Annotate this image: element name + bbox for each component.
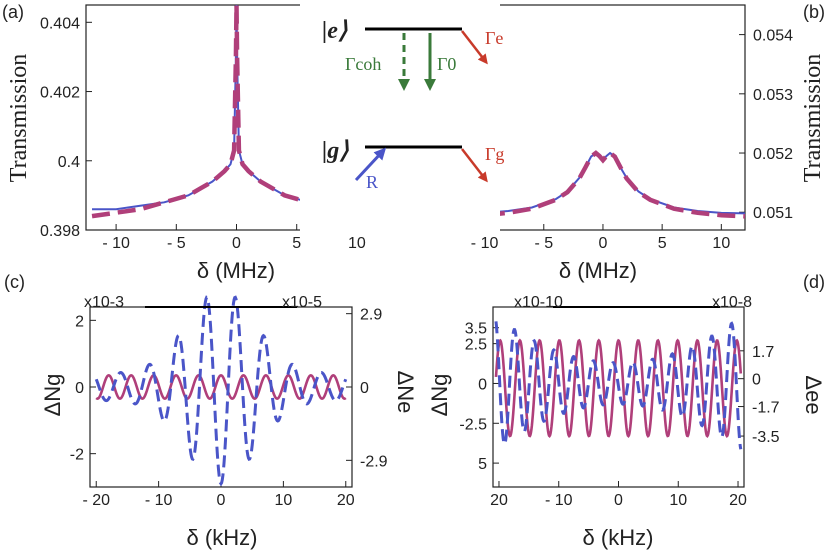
chart-b-ytick-label-right: 0.052 [753,146,793,163]
chart-a-ylabel: Transmission [6,54,32,182]
chart-c-xtick-label: 0 [217,492,226,509]
chart-c-series-dNg [94,295,348,487]
chart-c-ytick-label-right: 0 [360,380,369,397]
chart-a-series-dashed [91,4,382,219]
chart-b-xtick-label: - 10 [471,235,499,252]
chart-c-right-scale: x10-5 [282,294,322,311]
level-diagram: |e⟩ |g⟩ Γcoh Γ0 Γe Γg R [300,3,504,233]
panel-label-d: (d) [803,272,825,292]
chart-c-ytick-label: 0 [75,380,84,397]
panel-label-a: (a) [2,2,24,22]
chart-a-ytick-label: 0.404 [40,15,80,32]
panel-label-b: (b) [803,2,825,22]
chart-c-ylabel-right: ΔNe [393,371,418,414]
gamma-e-arrow [461,30,488,65]
chart-c-xtick-label: - 10 [145,492,173,509]
chart-d-ylabel-right: Δee [801,375,826,414]
chart-d-frame [492,306,745,488]
chart-d-ytick-label-right: -3.5 [752,429,780,446]
gamma-0-label: Γ0 [437,54,456,74]
chart-a-ytick-label: 0.402 [40,85,80,102]
chart-c-left-scale: x10-3 [84,294,124,311]
chart-d-ytick-label: 5 [478,456,487,473]
excited-state-label: |e⟩ [322,18,348,44]
gamma-e-label: Γe [485,28,503,48]
chart-b-ytick-label-right: 0.051 [753,205,793,222]
ground-state-label: |g⟩ [322,138,349,164]
chart-d-left-scale: x10-10 [514,294,563,311]
chart-b-ytick-label-right: 0.053 [753,87,793,104]
chart-a-xlabel: δ (MHz) [197,258,275,283]
chart-d-ylabel-left: ΔNg [427,374,452,417]
chart-c-series-dNe [95,373,347,401]
chart-c: 20-2 2.90-2.9 - 20- 10 0 10 20 x10-3 x10-5 … [40,294,418,550]
chart-c-ytick-label: 2 [75,313,84,330]
chart-d-ytick-label-right: -1.7 [752,400,780,417]
chart-c-ylabel-left: ΔNg [40,374,65,417]
chart-a: 0.398 0.4 0.402 0.404 - 10 - 5 0 5 10 Transmiss… [6,4,382,283]
gamma-g-arrow [461,148,488,183]
chart-b-xtick-label: - 5 [534,235,553,252]
chart-d-xlabel: δ (kHz) [583,525,654,550]
panel-label-c: (c) [4,272,25,292]
chart-d-xtick-label: - 10 [545,492,573,509]
chart-b: 0.051 0.052 0.053 0.054 - 10 - 5 0 5 10 Transmi… [454,4,826,283]
chart-d-ytick-label-right: 0 [752,372,761,389]
gamma-g-label: Γg [485,144,504,164]
chart-a-xtick-label: 10 [348,235,366,252]
chart-b-xlabel: δ (MHz) [559,258,637,283]
chart-b-ylabel: Transmission [800,54,826,182]
chart-d-xtick-label: 20 [729,492,747,509]
chart-a-xtick-label: - 10 [102,235,130,252]
chart-c-ytick-label-right: -2.9 [360,453,388,470]
chart-a-xtick-label: - 5 [167,235,186,252]
chart-a-ytick-label: 0.398 [40,223,80,240]
chart-d-ytick-label: 0 [478,376,487,393]
chart-d: 3.52.5 0 -2.5 5 1.7 0 -1.7 -3.5 20 - 10 0 10 20 x1… [427,294,826,550]
chart-b-xtick-label: 0 [599,235,608,252]
chart-c-xtick-label: 20 [337,492,355,509]
chart-d-xtick-label: 20 [490,492,508,509]
chart-d-ytick-label: 3.5 [465,321,487,338]
chart-a-xtick-label: 5 [292,235,301,252]
chart-d-xtick-label: 10 [669,492,687,509]
pump-label: R [366,172,378,192]
chart-d-series-dNg [494,321,743,450]
chart-d-ytick-label-right: 1.7 [752,344,774,361]
chart-c-xlabel: δ (kHz) [187,525,258,550]
chart-a-xtick-label: 0 [232,235,241,252]
chart-b-series-dashed [460,150,746,219]
chart-b-xtick-label: 10 [712,235,730,252]
chart-d-xtick-label: 0 [614,492,623,509]
chart-c-ytick-label-right: 2.9 [360,307,382,324]
chart-c-xtick-label: 10 [274,492,292,509]
chart-d-ytick-label: 2.5 [465,337,487,354]
chart-a-ytick-label: 0.4 [58,154,80,171]
chart-d-ytick-label: -2.5 [459,416,487,433]
chart-b-xtick-label: 5 [658,235,667,252]
chart-d-right-scale: x10-8 [712,294,752,311]
pump-arrow [354,147,387,182]
chart-c-xtick-label: - 20 [82,492,110,509]
gamma-coh-label: Γcoh [345,54,381,74]
level-diagram-background [300,3,500,233]
chart-b-ytick-label-right: 0.054 [753,28,793,45]
chart-c-ytick-label: -2 [70,447,84,464]
